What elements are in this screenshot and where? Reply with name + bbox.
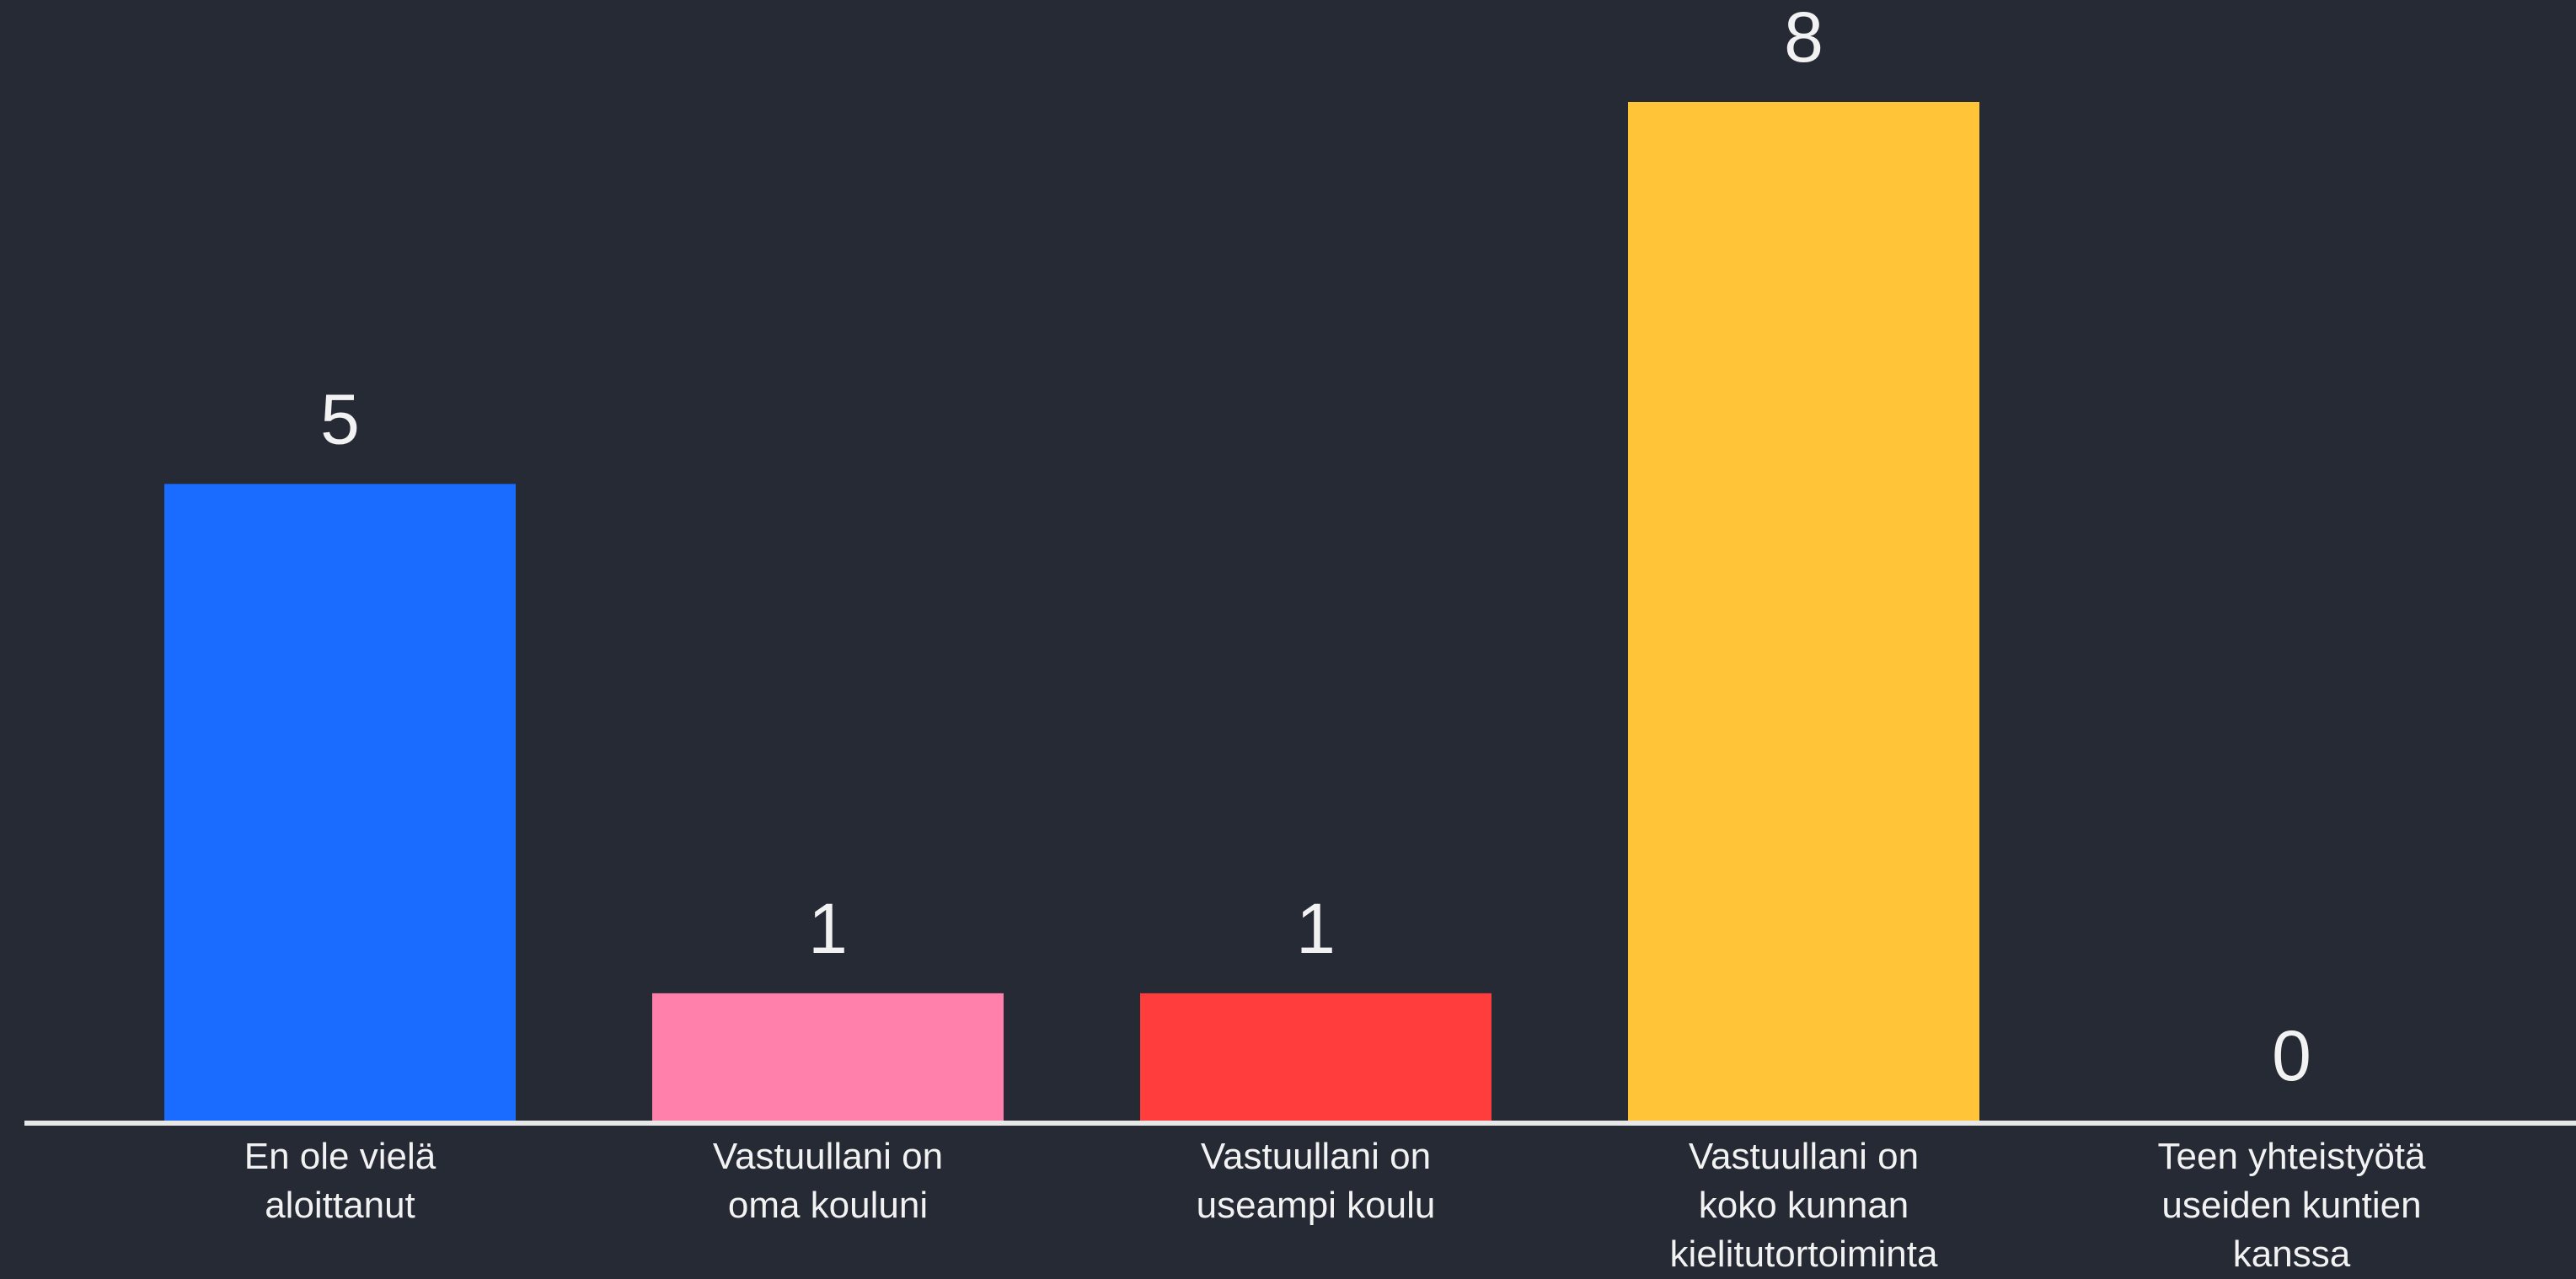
category-label: Teen yhteistyötä useiden kuntien kanssa [2157, 1136, 2426, 1275]
value-label: 1 [1296, 889, 1336, 968]
category-label: Vastuullani on useampi koulu [1196, 1136, 1436, 1226]
value-label: 0 [2272, 1016, 2311, 1095]
bar [1140, 993, 1492, 1121]
value-label: 5 [320, 380, 360, 459]
value-label: 8 [1784, 0, 1824, 77]
bar [164, 484, 516, 1121]
category-label: Vastuullani on oma kouluni [712, 1136, 944, 1226]
category-label: En ole vielä aloittanut [244, 1136, 436, 1226]
category-label: Vastuullani on koko kunnan kielitutortoi… [1669, 1136, 1938, 1275]
bar [652, 993, 1004, 1121]
bar [1628, 102, 1979, 1121]
value-label: 1 [808, 889, 848, 968]
